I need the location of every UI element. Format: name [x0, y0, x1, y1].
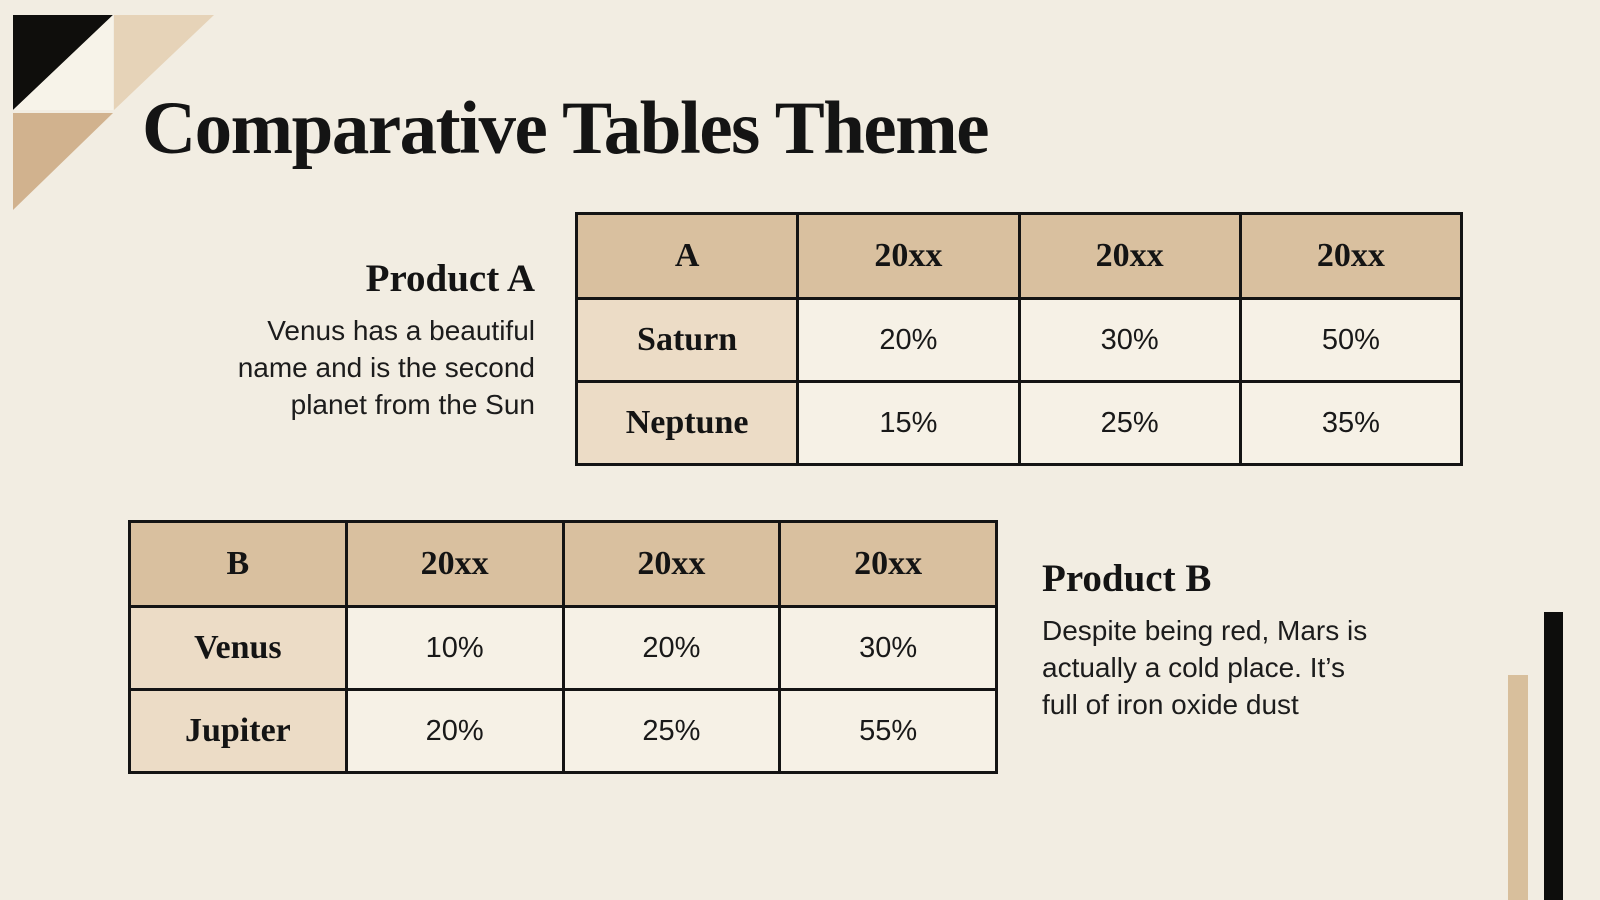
table-b-header-cell: 20xx	[344, 520, 565, 608]
table-b-header-cell: 20xx	[778, 520, 998, 608]
product-a-body: Venus has a beautiful name and is the se…	[237, 315, 535, 420]
table-b-cell: 10%	[344, 605, 565, 691]
right-accent-bar-tan	[1508, 675, 1528, 900]
table-a-cell: 20%	[796, 297, 1021, 383]
product-b-textbox: Product B Despite being red, Mars is act…	[1042, 556, 1482, 724]
table-b-cell: 20%	[561, 605, 782, 691]
table-a-cell: 15%	[796, 380, 1021, 466]
table-a: A 20xx 20xx 20xx Saturn 20% 30% 50% Nept…	[574, 212, 1464, 466]
table-a-row-label: Neptune	[574, 380, 800, 466]
table-b-header-cell: B	[128, 520, 348, 608]
slide-title: Comparative Tables Theme	[142, 87, 989, 170]
product-b-body: Despite being red, Mars is actually a co…	[1042, 615, 1368, 720]
table-b-cell: 20%	[344, 688, 565, 774]
table-b-header-row: B 20xx 20xx 20xx	[128, 520, 998, 608]
corner-triangle-tan-dark	[13, 113, 113, 210]
table-a-row-label: Saturn	[574, 297, 800, 383]
right-accent-bar-black	[1544, 612, 1563, 900]
table-b-row-label: Venus	[128, 605, 348, 691]
table-row: Venus 10% 20% 30%	[128, 605, 998, 691]
table-a-cell: 30%	[1017, 297, 1242, 383]
table-b-cell: 30%	[778, 605, 998, 691]
table-b: B 20xx 20xx 20xx Venus 10% 20% 30% Jupit…	[128, 520, 998, 774]
product-a-heading: Product A	[365, 257, 535, 300]
table-row: Jupiter 20% 25% 55%	[128, 688, 998, 774]
table-b-cell: 55%	[778, 688, 998, 774]
product-a-textbox: Product A Venus has a beautiful name and…	[130, 256, 535, 424]
table-row: Neptune 15% 25% 35%	[574, 380, 1464, 466]
table-a-header-cell: 20xx	[1017, 212, 1242, 300]
table-a-cell: 35%	[1238, 380, 1464, 466]
table-a-header-cell: A	[574, 212, 800, 300]
table-b-header-cell: 20xx	[561, 520, 782, 608]
table-a-header-cell: 20xx	[1238, 212, 1464, 300]
product-b-heading: Product B	[1042, 557, 1212, 600]
table-a-cell: 50%	[1238, 297, 1464, 383]
table-a-cell: 25%	[1017, 380, 1242, 466]
table-row: Saturn 20% 30% 50%	[574, 297, 1464, 383]
table-b-cell: 25%	[561, 688, 782, 774]
table-a-header-cell: 20xx	[796, 212, 1021, 300]
table-a-header-row: A 20xx 20xx 20xx	[574, 212, 1464, 300]
table-b-row-label: Jupiter	[128, 688, 348, 774]
